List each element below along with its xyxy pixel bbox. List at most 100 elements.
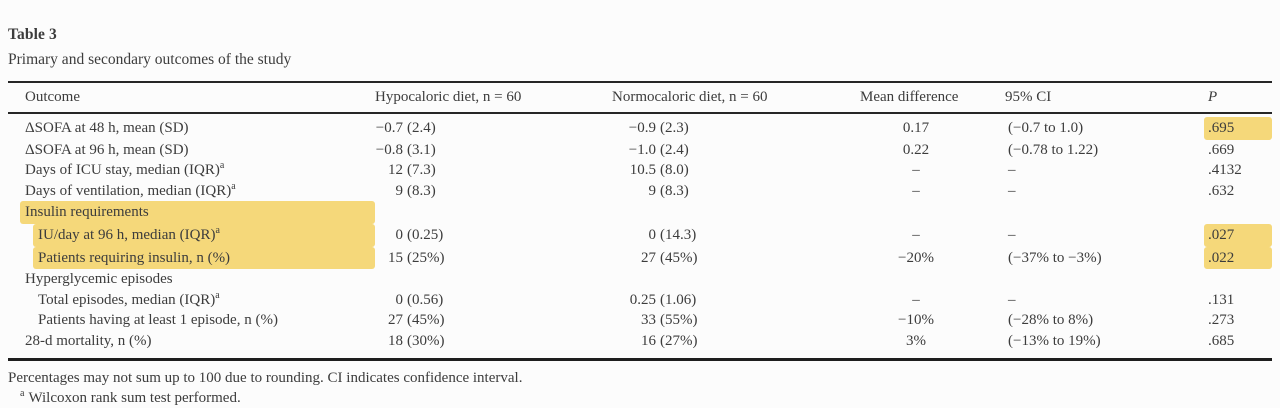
cell-mean-difference: 0.22 <box>858 140 995 161</box>
cell-normocaloric: 0 (14.3) <box>612 225 858 246</box>
value-dispersion: (8.0) <box>660 162 689 179</box>
table-body: ΔSOFA at 48 h, mean (SD) −0.7 (2.4) −0.9 (2.… <box>8 114 1272 358</box>
table-footnotes: Percentages may not sum up to 100 due to… <box>8 368 1272 408</box>
mean-difference-value: 0.22 <box>902 141 930 158</box>
cell-outcome: Days of ventilation, median (IQR)a <box>8 181 375 202</box>
cell-p-value: .669 <box>1200 140 1272 161</box>
value-pair: 27 (45%) <box>612 248 858 269</box>
cell-95ci: (−28% to 8%) <box>995 310 1200 331</box>
outcome-label: Total episodes, median (IQR)a <box>38 289 220 308</box>
value-number: 16 <box>641 332 656 349</box>
p-value: .669 <box>1208 141 1235 158</box>
mean-difference-value: −10% <box>898 312 934 329</box>
cell-mean-difference: 0.17 <box>858 118 995 139</box>
value-pair: 15 (25%) <box>375 248 612 269</box>
value-pair: 0 (0.56) <box>375 290 612 311</box>
ci-value: – <box>1008 162 1016 179</box>
value-number: 33 <box>641 312 656 329</box>
cell-mean-difference: −20% <box>858 248 995 269</box>
cell-mean-difference: −10% <box>858 310 995 331</box>
rule-bottom <box>8 357 1272 361</box>
value-number: 9 <box>648 182 657 199</box>
outcome-label: Hyperglycemic episodes <box>25 271 173 288</box>
table-row: Days of ICU stay, median (IQR)a 12 (7.3) 10… <box>8 160 1272 181</box>
column-header-95ci: 95% CI <box>1005 89 1052 105</box>
value-number: 18 <box>388 332 403 349</box>
cell-outcome: Patients having at least 1 episode, n (%… <box>8 310 375 331</box>
ci-value: (−28% to 8%) <box>1008 312 1094 329</box>
p-value: .695 <box>1204 117 1272 140</box>
outcome-label: Days of ventilation, median (IQR)a <box>25 180 236 199</box>
cell-outcome: Insulin requirements <box>8 201 375 224</box>
cell-hypocaloric: −0.8 (3.1) <box>375 140 612 161</box>
footnote-general: Percentages may not sum up to 100 due to… <box>8 369 523 386</box>
mean-difference-value: – <box>912 162 920 179</box>
p-value: .027 <box>1204 223 1272 247</box>
table-row: ΔSOFA at 96 h, mean (SD) −0.8 (3.1) −1.0 (2.… <box>8 140 1272 161</box>
cell-normocaloric: 9 (8.3) <box>612 181 858 202</box>
footnote-a-reference: a <box>219 160 225 172</box>
value-number: 12 <box>388 162 403 179</box>
value-number: 27 <box>641 249 656 266</box>
cell-p-value: .273 <box>1200 310 1272 331</box>
cell-95ci: (−13% to 19%) <box>995 331 1200 352</box>
outcome-label: Patients requiring insulin, n (%) <box>33 246 375 270</box>
value-pair: 18 (30%) <box>375 331 612 352</box>
cell-p-value: .4132 <box>1200 160 1272 181</box>
cell-95ci: – <box>995 290 1200 311</box>
outcome-label: 28-d mortality, n (%) <box>25 332 152 349</box>
footnote-a-reference: a <box>215 224 220 236</box>
value-number: 9 <box>395 182 404 199</box>
table-caption: Primary and secondary outcomes of the st… <box>8 51 292 68</box>
table-row: Insulin requirements <box>8 201 1272 224</box>
outcome-label: ΔSOFA at 96 h, mean (SD) <box>25 141 189 158</box>
value-dispersion: (14.3) <box>660 226 697 243</box>
cell-normocaloric: 27 (45%) <box>612 248 858 269</box>
value-number: 0 <box>395 291 404 308</box>
mean-difference-value: 3% <box>906 332 926 349</box>
cell-hypocaloric: 9 (8.3) <box>375 181 612 202</box>
mean-difference-value: – <box>912 182 920 199</box>
value-number: 15 <box>388 249 403 266</box>
table-row: Hyperglycemic episodes <box>8 269 1272 290</box>
table-row: 28-d mortality, n (%) 18 (30%) 16 (27%) 3% (−1… <box>8 331 1272 352</box>
p-value: .131 <box>1208 291 1235 308</box>
value-number: −0.7 <box>375 120 403 136</box>
rule-top <box>8 81 1272 83</box>
table-row: Days of ventilation, median (IQR)a 9 (8.3)… <box>8 181 1272 202</box>
column-header-hypocaloric: Hypocaloric diet, n = 60 <box>375 89 522 105</box>
cell-normocaloric: 0.25 (1.06) <box>612 290 858 311</box>
rule-header-separator <box>8 112 1272 114</box>
cell-mean-difference: – <box>858 290 995 311</box>
cell-hypocaloric: 0 (0.25) <box>375 225 612 246</box>
value-pair: 0 (14.3) <box>612 225 858 246</box>
cell-outcome: IU/day at 96 h, median (IQR)a <box>8 223 375 247</box>
cell-hypocaloric: 27 (45%) <box>375 310 612 331</box>
ci-value: (−37% to −3%) <box>1008 249 1102 266</box>
column-header-p-value: P <box>1208 89 1218 105</box>
cell-95ci: (−37% to −3%) <box>995 248 1200 269</box>
ci-value: (−13% to 19%) <box>1008 332 1101 349</box>
column-header-outcome: Outcome <box>25 89 80 105</box>
value-dispersion: (0.25) <box>407 226 444 243</box>
cell-outcome: ΔSOFA at 96 h, mean (SD) <box>8 140 375 161</box>
value-pair: 9 (8.3) <box>375 181 612 202</box>
p-value: .4132 <box>1208 162 1242 179</box>
column-header-normocaloric: Normocaloric diet, n = 60 <box>612 89 768 105</box>
cell-outcome: Total episodes, median (IQR)a <box>8 290 375 311</box>
cell-p-value: .685 <box>1200 331 1272 352</box>
cell-normocaloric: −0.9 (2.3) <box>612 118 858 139</box>
value-dispersion: (45%) <box>407 312 445 329</box>
cell-outcome: Hyperglycemic episodes <box>8 269 375 290</box>
footnote-a-reference: a <box>215 289 220 301</box>
cell-outcome: Patients requiring insulin, n (%) <box>8 246 375 270</box>
p-value: .022 <box>1204 246 1272 270</box>
value-pair: 10.5 (8.0) <box>612 160 858 181</box>
footnote-a-reference: a <box>231 180 236 192</box>
value-dispersion: (8.3) <box>660 182 689 199</box>
value-dispersion: (1.06) <box>660 291 697 308</box>
mean-difference-value: 0.17 <box>902 120 930 136</box>
cell-hypocaloric: 0 (0.56) <box>375 290 612 311</box>
mean-difference-value: – <box>912 226 920 243</box>
